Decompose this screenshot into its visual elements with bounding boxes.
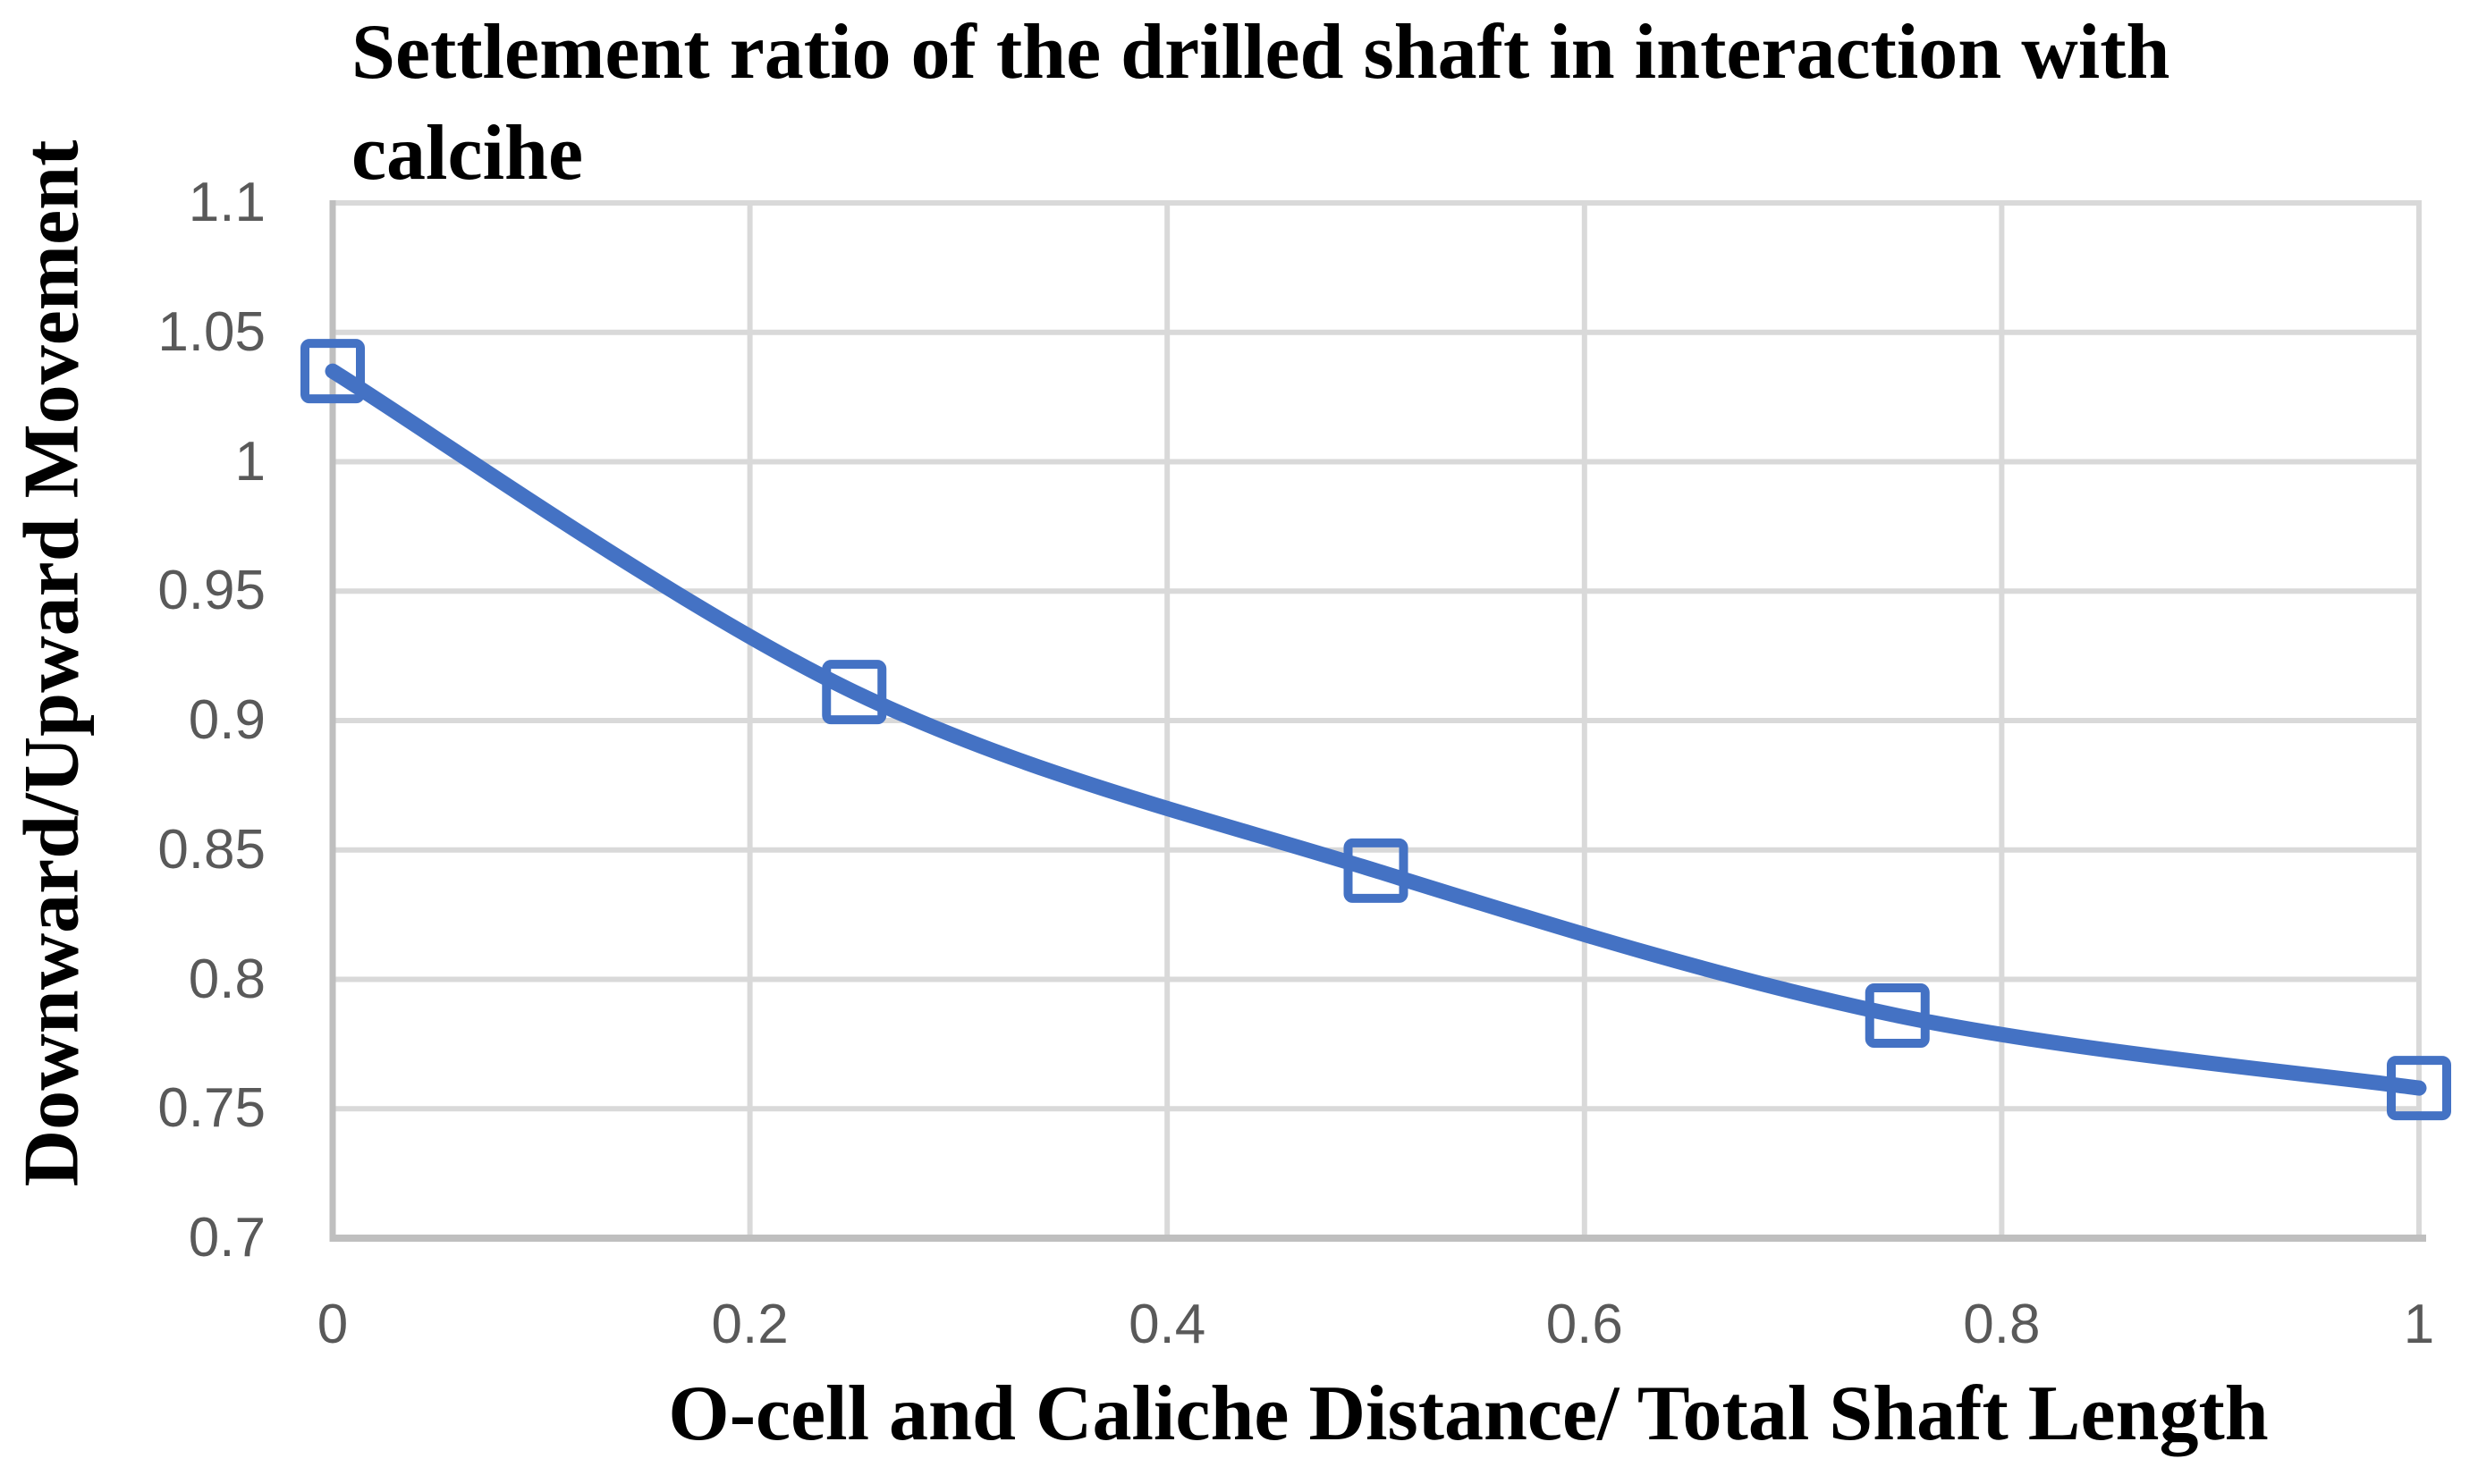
x-tick-label: 0 (317, 1294, 349, 1355)
y-tick-label: 0.7 (188, 1207, 266, 1269)
y-tick-label: 1 (234, 430, 266, 493)
y-tick-label: 0.75 (157, 1077, 266, 1140)
y-tick-label: 1.1 (188, 172, 266, 233)
data-point-marker (300, 339, 365, 404)
series-line (325, 363, 2427, 1096)
x-tick-label: 1 (2403, 1294, 2435, 1355)
x-tick-label: 0.6 (1545, 1294, 1623, 1355)
chart-title: Settlement ratio of the drilled shaft in… (351, 2, 2462, 204)
x-axis-title: O-cell and Caliche Distance/ Total Shaft… (668, 1370, 2269, 1457)
y-tick-label: 0.9 (188, 689, 266, 751)
y-tick-label: 1.05 (157, 300, 266, 363)
data-point-marker (1865, 983, 1930, 1049)
chart-title-line-1: Settlement ratio of the drilled shaft in… (351, 9, 2170, 96)
data-point-marker (1343, 838, 1408, 903)
x-tick-label: 0.8 (1963, 1294, 2041, 1355)
y-tick-label: 0.95 (157, 560, 266, 622)
chart-title-line-2: calcihe (351, 110, 584, 197)
y-tick-label: 0.8 (188, 948, 266, 1010)
data-point-marker (2387, 1056, 2451, 1121)
x-tick-label: 0.2 (711, 1294, 789, 1355)
data-point-marker (822, 660, 887, 725)
x-tick-label: 0.4 (1129, 1294, 1206, 1355)
y-tick-label: 0.85 (157, 818, 266, 881)
